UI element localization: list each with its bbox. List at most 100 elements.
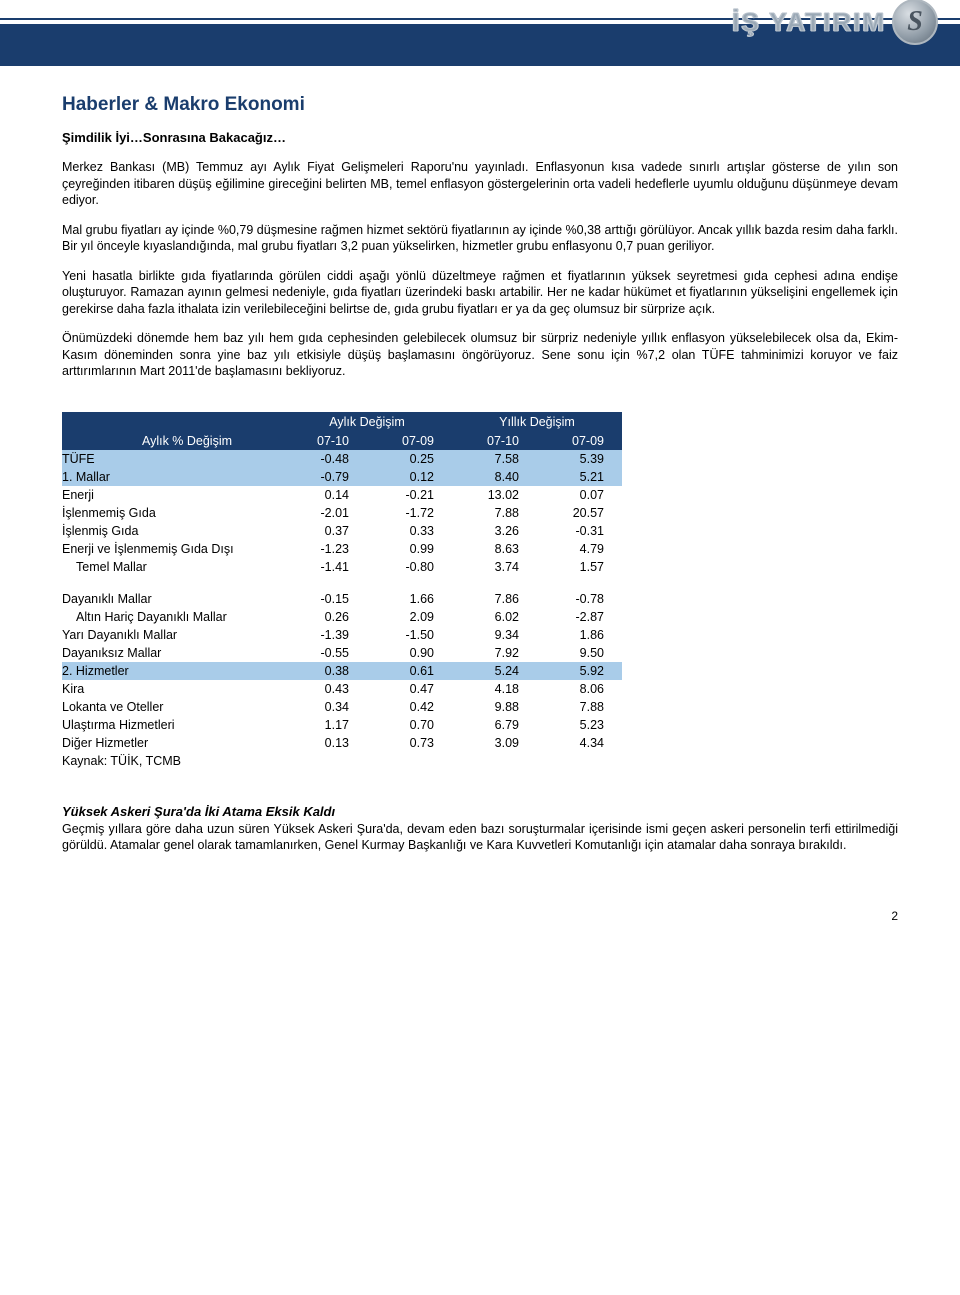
table-cell: -0.21 (367, 486, 452, 504)
table-col-header-row: Aylık % Değişim 07-10 07-09 07-10 07-09 (62, 432, 622, 450)
table-cell: 0.14 (282, 486, 367, 504)
table-header-blank (62, 412, 282, 432)
table-cell: -0.78 (537, 590, 622, 608)
table-row-label: 1. Mallar (62, 468, 282, 486)
table-row-label: Temel Mallar (62, 558, 282, 576)
table-row: Kira0.430.474.188.06 (62, 680, 622, 698)
table-cell: 0.26 (282, 608, 367, 626)
table-row: Dayanıksız Mallar-0.550.907.929.50 (62, 644, 622, 662)
table-cell: 1.66 (367, 590, 452, 608)
table-row: İşlenmemiş Gıda-2.01-1.727.8820.57 (62, 504, 622, 522)
table-row-label: İşlenmiş Gıda (62, 522, 282, 540)
table-row: Enerji0.14-0.2113.020.07 (62, 486, 622, 504)
table-cell: 0.13 (282, 734, 367, 752)
table-cell: -2.01 (282, 504, 367, 522)
table-cell: -1.23 (282, 540, 367, 558)
article-subtitle: Şimdilik İyi…Sonrasına Bakacağız… (62, 130, 898, 145)
paragraph: Mal grubu fiyatları ay içinde %0,79 düşm… (62, 222, 898, 255)
table-cell: 5.39 (537, 450, 622, 468)
table-col-header: 07-10 (282, 432, 367, 450)
table-row: Dayanıklı Mallar-0.151.667.86-0.78 (62, 590, 622, 608)
table-row-label: Lokanta ve Oteller (62, 698, 282, 716)
table-cell: -0.48 (282, 450, 367, 468)
table-row-label: Yarı Dayanıklı Mallar (62, 626, 282, 644)
table-row: Altın Hariç Dayanıklı Mallar0.262.096.02… (62, 608, 622, 626)
table-cell: 5.23 (537, 716, 622, 734)
table-cell: 5.21 (537, 468, 622, 486)
table-row-label: Altın Hariç Dayanıklı Mallar (62, 608, 282, 626)
table-cell: 8.63 (452, 540, 537, 558)
table-row: Ulaştırma Hizmetleri1.170.706.795.23 (62, 716, 622, 734)
table-cell: 3.26 (452, 522, 537, 540)
table-cell: 1.86 (537, 626, 622, 644)
table-cell: 0.12 (367, 468, 452, 486)
table-row-label: Kira (62, 680, 282, 698)
table-cell: 0.73 (367, 734, 452, 752)
table-row-label: Ulaştırma Hizmetleri (62, 716, 282, 734)
table-cell: 5.24 (452, 662, 537, 680)
page-content: Haberler & Makro Ekonomi Şimdilik İyi…So… (0, 66, 960, 887)
table-cell: 3.74 (452, 558, 537, 576)
table-row: İşlenmiş Gıda0.370.333.26-0.31 (62, 522, 622, 540)
table-cell: 0.38 (282, 662, 367, 680)
table-row: Diğer Hizmetler0.130.733.094.34 (62, 734, 622, 752)
table-cell: 3.09 (452, 734, 537, 752)
table-cell: 9.88 (452, 698, 537, 716)
table-row-label: 2. Hizmetler (62, 662, 282, 680)
table-cell: 1.57 (537, 558, 622, 576)
table-row-label: İşlenmemiş Gıda (62, 504, 282, 522)
table-col-header: 07-10 (452, 432, 537, 450)
table-row: Lokanta ve Oteller0.340.429.887.88 (62, 698, 622, 716)
table-cell: 7.88 (452, 504, 537, 522)
table-cell: -0.55 (282, 644, 367, 662)
table-group-header: Yıllık Değişim (452, 412, 622, 432)
table-row: Enerji ve İşlenmemiş Gıda Dışı-1.230.998… (62, 540, 622, 558)
table-cell: 0.33 (367, 522, 452, 540)
table-cell: 1.17 (282, 716, 367, 734)
table-cell: 20.57 (537, 504, 622, 522)
paragraph: Önümüzdeki dönemde hem baz yılı hem gıda… (62, 330, 898, 380)
table-cell: 4.79 (537, 540, 622, 558)
table-cell: 0.70 (367, 716, 452, 734)
table-cell: -1.72 (367, 504, 452, 522)
page-number: 2 (0, 887, 960, 933)
table-cell: 0.42 (367, 698, 452, 716)
table-source: Kaynak: TÜİK, TCMB (62, 752, 898, 768)
table-cell: 0.25 (367, 450, 452, 468)
table-row: TÜFE-0.480.257.585.39 (62, 450, 622, 468)
table-cell: 5.92 (537, 662, 622, 680)
table-cell: 8.06 (537, 680, 622, 698)
table-cell: -1.41 (282, 558, 367, 576)
table-row-label: Enerji (62, 486, 282, 504)
table-cell: 7.92 (452, 644, 537, 662)
table-row-label: Diğer Hizmetler (62, 734, 282, 752)
table-cell: 2.09 (367, 608, 452, 626)
table-cell: 7.88 (537, 698, 622, 716)
table-cell: 0.47 (367, 680, 452, 698)
table-cell: -0.79 (282, 468, 367, 486)
table-cell: 0.61 (367, 662, 452, 680)
table-row-label: Dayanıklı Mallar (62, 590, 282, 608)
table-cell: 6.79 (452, 716, 537, 734)
table-cell: 0.99 (367, 540, 452, 558)
brand-logo-mark: S (892, 0, 938, 45)
brand-logo-text: İŞ YATIRIM (732, 7, 886, 38)
table-cell: 6.02 (452, 608, 537, 626)
table-cell: -1.39 (282, 626, 367, 644)
table-group-header: Aylık Değişim (282, 412, 452, 432)
inflation-table: Aylık Değişim Yıllık Değişim Aylık % Değ… (62, 412, 898, 768)
table-row: 1. Mallar-0.790.128.405.21 (62, 468, 622, 486)
table-cell: 9.50 (537, 644, 622, 662)
table-cell: -0.80 (367, 558, 452, 576)
table-cell: 7.58 (452, 450, 537, 468)
table-cell: 9.34 (452, 626, 537, 644)
top-banner: İŞ YATIRIM S (0, 24, 960, 66)
table-cell: 8.40 (452, 468, 537, 486)
paragraph: Merkez Bankası (MB) Temmuz ayı Aylık Fiy… (62, 159, 898, 209)
table-row-label: Dayanıksız Mallar (62, 644, 282, 662)
article2-body: Geçmiş yıllara göre daha uzun süren Yüks… (62, 821, 898, 854)
table-cell: 0.34 (282, 698, 367, 716)
table-rowlabel-header: Aylık % Değişim (62, 432, 282, 450)
table-col-header: 07-09 (367, 432, 452, 450)
table-row: 2. Hizmetler0.380.615.245.92 (62, 662, 622, 680)
